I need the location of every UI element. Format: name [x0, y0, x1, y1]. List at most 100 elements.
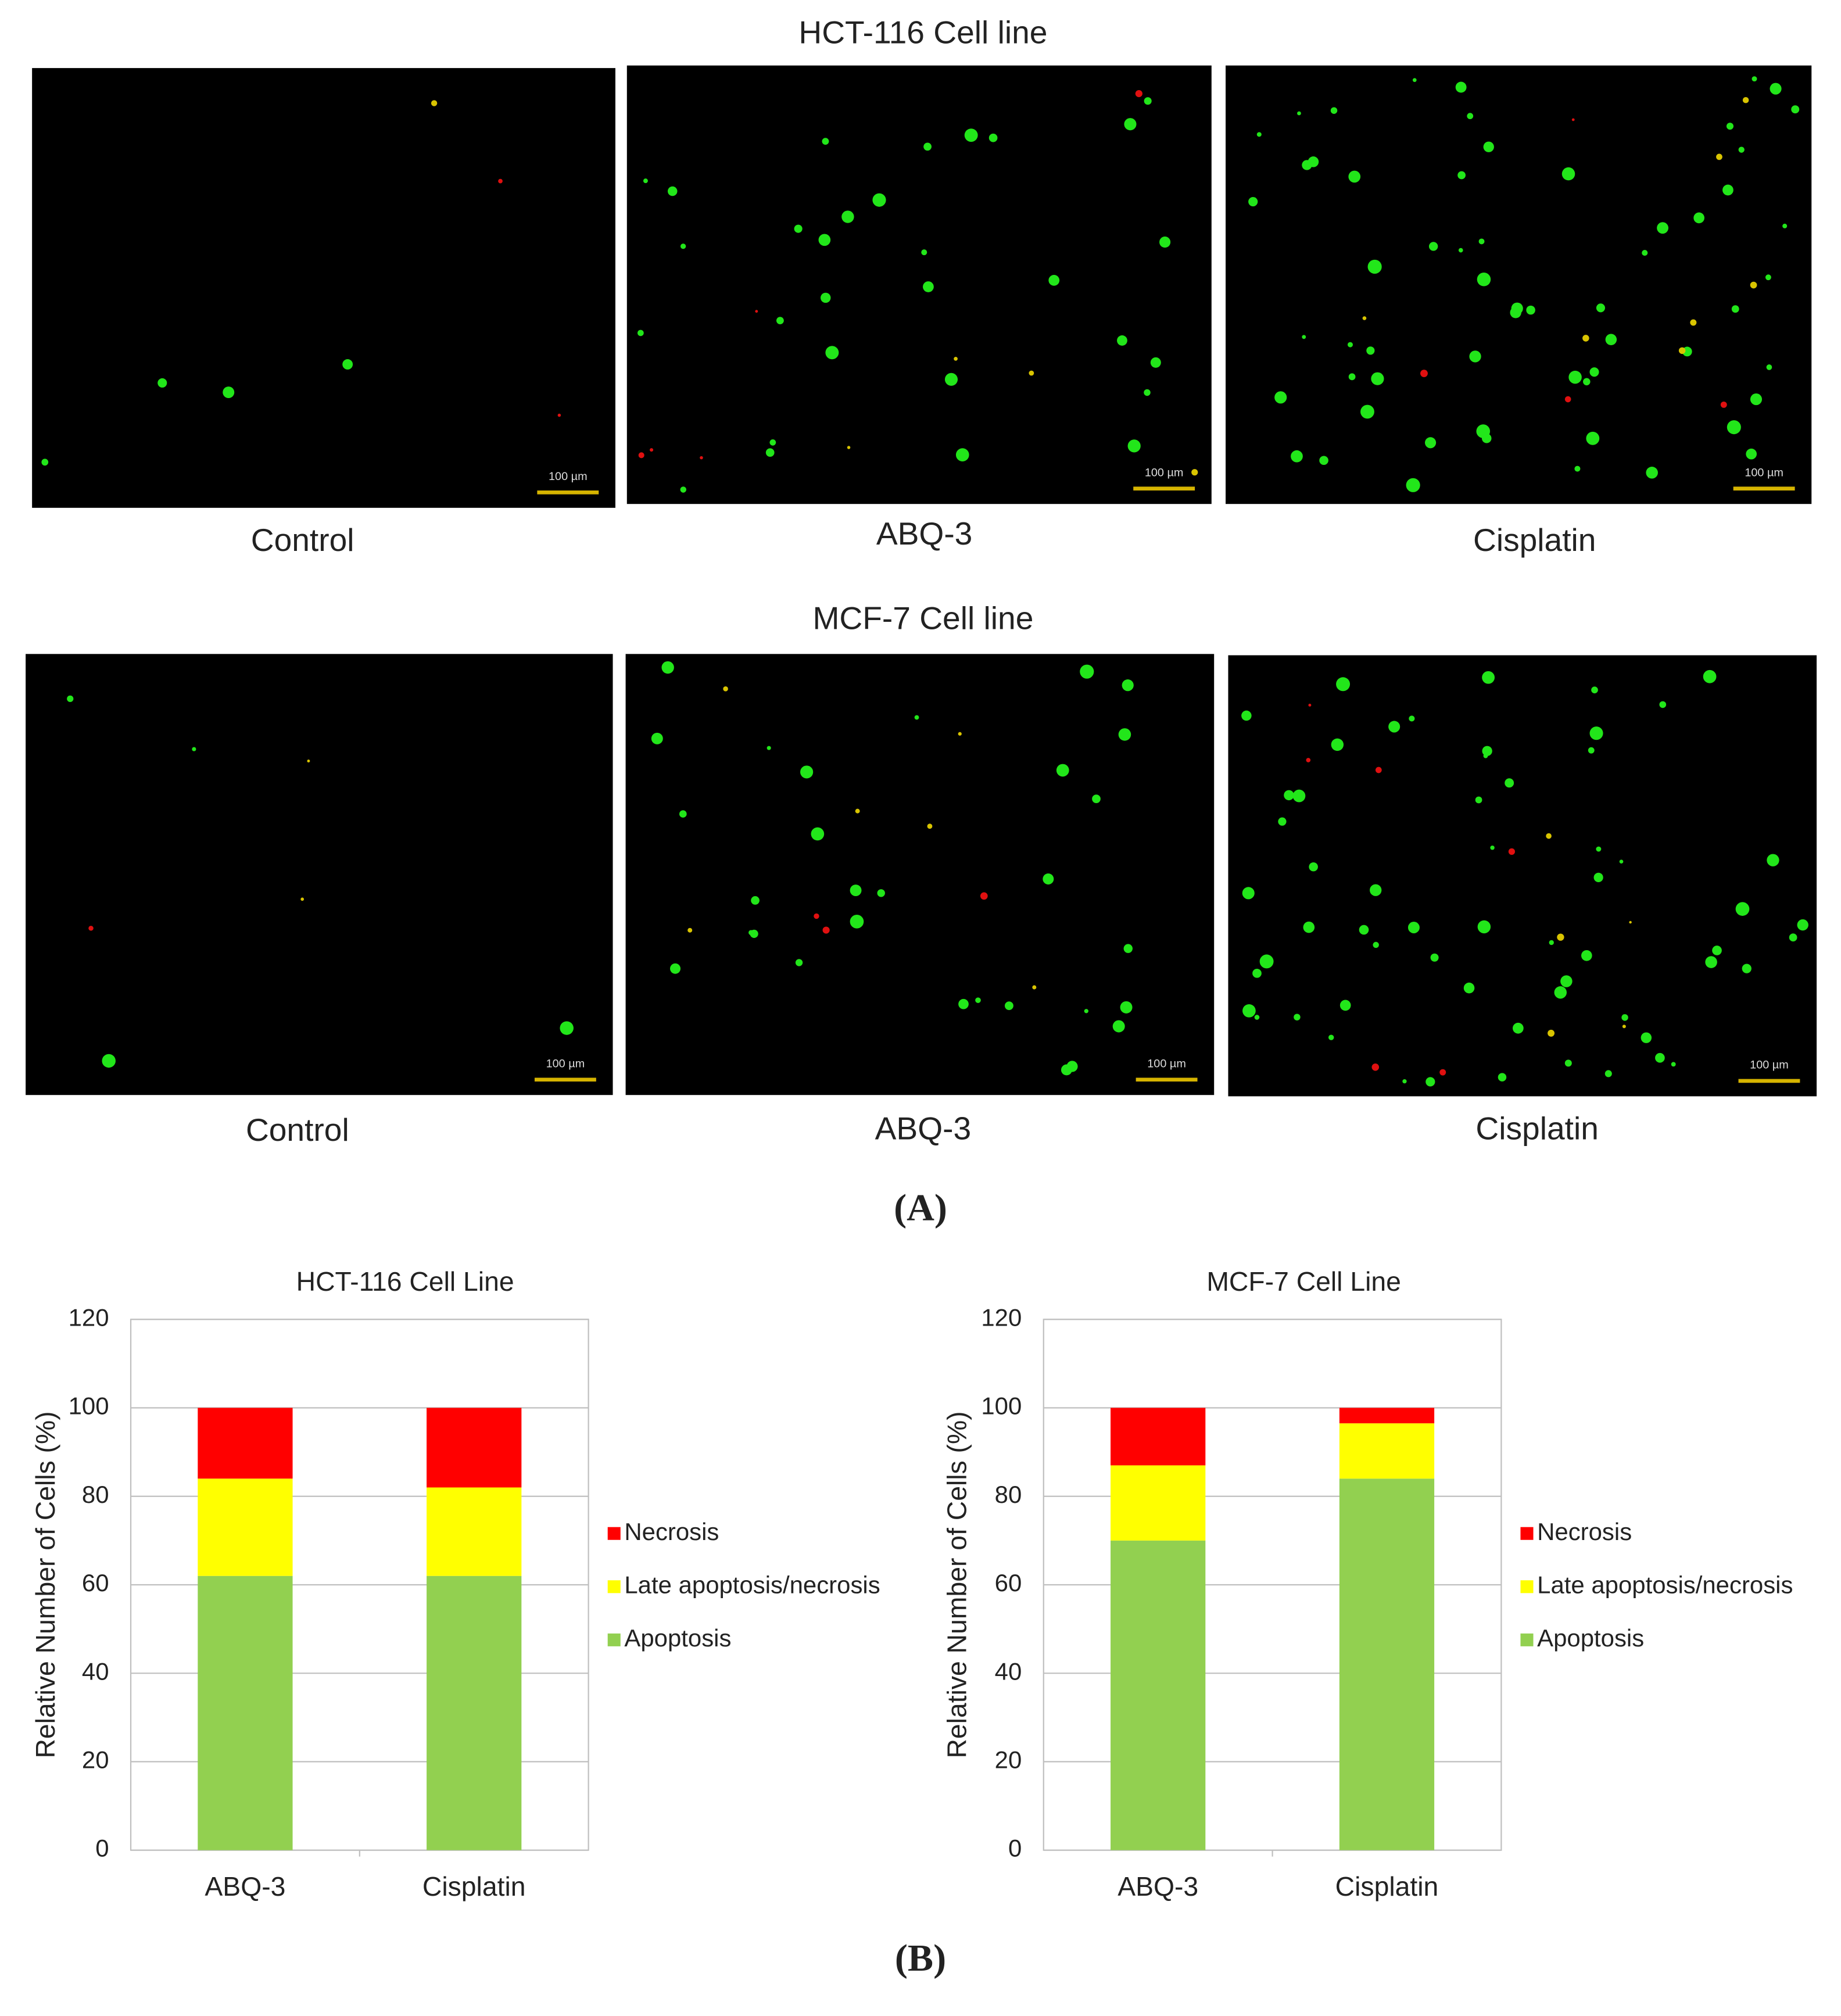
cell-dot	[1510, 307, 1521, 318]
cell-dot	[1048, 275, 1060, 286]
cell-dot	[1388, 721, 1401, 733]
y-axis-label: Relative Number of Cells (%)	[30, 1411, 60, 1758]
legend-swatch	[1520, 1633, 1534, 1646]
legend-label: Late apoptosis/necrosis	[1537, 1571, 1793, 1598]
legend-label: Necrosis	[1537, 1518, 1632, 1545]
micrograph-label: ABQ-3	[875, 1111, 971, 1147]
cell-dot	[300, 897, 305, 901]
cell-dot	[1505, 778, 1514, 788]
cell-dot	[1582, 335, 1589, 342]
cell-dot	[914, 715, 919, 720]
cell-dot	[192, 747, 196, 751]
cell-dot	[1690, 319, 1697, 326]
chart-title: HCT-116 Cell Line	[296, 1266, 514, 1297]
cell-dot	[750, 929, 758, 938]
x-tick-label: ABQ-3	[205, 1871, 285, 1902]
cell-dot	[1248, 196, 1258, 207]
cell-dot	[1371, 372, 1384, 385]
legend-swatch	[607, 1633, 621, 1646]
cell-dot	[157, 378, 167, 388]
cell-dot	[1274, 391, 1287, 404]
cell-dot	[1703, 669, 1717, 683]
cell-dot	[955, 448, 969, 461]
cell-dot	[1319, 456, 1328, 465]
cell-dot	[1513, 1022, 1524, 1034]
x-tick-label: Cisplatin	[422, 1871, 526, 1902]
cell-dot	[1297, 111, 1301, 116]
cell-dot	[1560, 975, 1573, 987]
legend-swatch	[1520, 1527, 1534, 1540]
cell-dot	[102, 1054, 116, 1068]
cell-dot	[927, 823, 933, 829]
cell-dot	[958, 998, 969, 1009]
cell-dot	[1588, 747, 1595, 754]
cell-dot	[1428, 242, 1438, 251]
cell-dot	[1596, 846, 1602, 852]
cell-dot	[1642, 250, 1648, 256]
cell-dot	[1752, 76, 1757, 82]
cell-dot	[1791, 105, 1800, 114]
cell-dot	[769, 439, 776, 446]
cell-dot	[821, 292, 831, 303]
cell-dot	[1483, 141, 1494, 152]
micrograph	[625, 654, 1215, 1095]
panel-label: (B)	[895, 1937, 946, 1979]
cell-dot	[755, 310, 758, 313]
cell-dot	[1490, 845, 1495, 850]
cell-dot	[687, 928, 693, 933]
cell-dot	[1362, 316, 1367, 320]
cell-dot	[1308, 703, 1312, 707]
cell-dot	[795, 959, 803, 966]
cell-dot	[1241, 710, 1252, 721]
cell-dot	[1477, 920, 1491, 934]
cell-dot	[1407, 922, 1420, 933]
cell-dot	[223, 386, 235, 399]
row-title: HCT-116 Cell line	[798, 14, 1047, 50]
cell-dot	[1622, 1025, 1626, 1029]
cell-dot	[1477, 272, 1491, 287]
cell-dot	[964, 128, 978, 142]
cell-dot	[1370, 884, 1382, 896]
cell-dot	[1574, 465, 1581, 472]
cell-dot	[1291, 450, 1303, 463]
micrograph	[626, 65, 1212, 504]
cell-dot	[679, 810, 687, 818]
cell-dot	[1548, 1029, 1555, 1037]
legend-label: Necrosis	[624, 1518, 719, 1545]
cell-dot	[1738, 146, 1745, 153]
cell-dot	[850, 914, 864, 929]
y-tick-label: 0	[1008, 1835, 1022, 1862]
cell-dot	[1004, 1001, 1013, 1011]
y-tick-label: 60	[995, 1569, 1022, 1596]
cell-dot	[498, 178, 503, 184]
cell-dot	[431, 100, 438, 106]
cell-dot	[1457, 171, 1466, 180]
cell-dot	[1135, 89, 1142, 98]
bar-segment	[1339, 1423, 1435, 1479]
cell-dot	[667, 186, 678, 196]
cell-dot	[794, 224, 803, 233]
cell-dot	[1420, 370, 1428, 377]
cell-dot	[1118, 728, 1131, 741]
cell-dot	[1339, 1000, 1351, 1011]
cell-dot	[680, 486, 687, 493]
cell-dot	[765, 448, 775, 457]
cell-dot	[1159, 237, 1171, 248]
cell-dot	[1348, 373, 1356, 381]
cell-dot	[651, 732, 663, 744]
cell-dot	[1720, 401, 1727, 408]
cell-dot	[1591, 686, 1598, 694]
cell-dot	[1425, 1077, 1435, 1087]
cell-dot	[1750, 393, 1763, 406]
cell-dot	[88, 925, 94, 931]
cell-dot	[1508, 848, 1515, 855]
cell-dot	[41, 459, 49, 466]
cell-dot	[650, 448, 654, 452]
cell-dot	[1043, 873, 1054, 885]
cell-dot	[1641, 1032, 1652, 1043]
cell-dot	[1568, 370, 1582, 384]
cell-dot	[1367, 259, 1382, 274]
cell-dot	[700, 456, 703, 460]
cell-dot	[814, 913, 819, 919]
cell-dot	[1061, 1064, 1072, 1076]
